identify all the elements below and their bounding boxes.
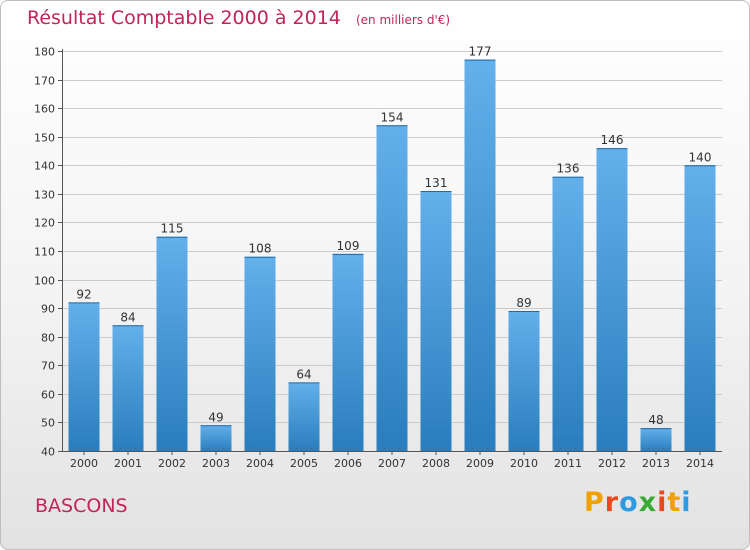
logo-letter: x bbox=[638, 487, 658, 518]
x-tick-label: 2009 bbox=[466, 457, 494, 470]
x-tick-label: 2011 bbox=[554, 457, 582, 470]
bar bbox=[684, 165, 716, 452]
bar bbox=[288, 382, 320, 451]
x-tick-label: 2005 bbox=[290, 457, 318, 470]
x-tick-label: 2013 bbox=[642, 457, 670, 470]
bar-value-label: 136 bbox=[557, 162, 580, 176]
bar bbox=[640, 428, 672, 451]
y-tick-label: 120 bbox=[34, 217, 55, 230]
logo-letter: i bbox=[681, 487, 692, 518]
y-tick-label: 180 bbox=[34, 46, 55, 59]
logo-letter: r bbox=[604, 487, 620, 518]
x-tick-label: 2002 bbox=[158, 457, 186, 470]
y-tick-label: 170 bbox=[34, 75, 55, 88]
x-tick-label: 2008 bbox=[422, 457, 450, 470]
bar bbox=[200, 425, 232, 451]
x-tick-label: 2003 bbox=[202, 457, 230, 470]
y-tick-label: 50 bbox=[41, 417, 55, 430]
logo-letter: o bbox=[619, 487, 639, 518]
bar bbox=[332, 253, 364, 451]
bar-value-label: 154 bbox=[381, 110, 404, 124]
y-tick-label: 60 bbox=[41, 389, 55, 402]
bar-value-label: 64 bbox=[296, 367, 311, 381]
x-tick-label: 2014 bbox=[686, 457, 714, 470]
bar-value-label: 92 bbox=[76, 287, 91, 301]
y-tick-label: 110 bbox=[34, 246, 55, 259]
bar-value-label: 108 bbox=[249, 242, 272, 256]
bar bbox=[376, 125, 408, 452]
title-row: Résultat Comptable 2000 à 2014 (en milli… bbox=[27, 7, 450, 29]
bar bbox=[112, 325, 144, 451]
x-tick-label: 2007 bbox=[378, 457, 406, 470]
x-tick-label: 2006 bbox=[334, 457, 362, 470]
bar bbox=[156, 236, 188, 451]
bar-value-label: 177 bbox=[469, 45, 492, 59]
bar bbox=[420, 191, 452, 451]
commune-name: BASCONS bbox=[35, 495, 128, 517]
x-tick-label: 2004 bbox=[246, 457, 274, 470]
proxiti-logo[interactable]: Proxiti bbox=[584, 487, 692, 518]
y-tick-label: 130 bbox=[34, 189, 55, 202]
y-tick-label: 140 bbox=[34, 160, 55, 173]
bar-value-label: 140 bbox=[689, 150, 712, 164]
bar-value-label: 48 bbox=[648, 413, 663, 427]
logo-letter: t bbox=[667, 487, 682, 518]
bar-value-label: 84 bbox=[120, 310, 135, 324]
y-tick-label: 100 bbox=[34, 275, 55, 288]
chart-title: Résultat Comptable 2000 à 2014 bbox=[27, 7, 341, 29]
x-tick-label: 2001 bbox=[114, 457, 142, 470]
x-tick-label: 2000 bbox=[70, 457, 98, 470]
y-tick-label: 80 bbox=[41, 332, 55, 345]
bar bbox=[552, 176, 584, 451]
y-tick-label: 150 bbox=[34, 132, 55, 145]
bar-value-label: 115 bbox=[161, 222, 184, 236]
bar-value-label: 89 bbox=[516, 296, 531, 310]
axis-layer: 40 50 60 70 80 90 100 110 120 130 140 150 160 170 180 2… bbox=[34, 46, 722, 470]
bar bbox=[68, 302, 100, 451]
x-tick-label: 2010 bbox=[510, 457, 538, 470]
bar bbox=[508, 311, 540, 451]
bar-layer bbox=[68, 59, 716, 452]
x-tick-label: 2012 bbox=[598, 457, 626, 470]
logo-letter: i bbox=[657, 487, 668, 518]
y-tick-label: 70 bbox=[41, 360, 55, 373]
bar-value-label: 109 bbox=[337, 239, 360, 253]
y-tick-label: 160 bbox=[34, 103, 55, 116]
bar bbox=[244, 256, 276, 451]
bar-value-label: 131 bbox=[425, 176, 448, 190]
bar bbox=[596, 148, 628, 451]
logo-letter: P bbox=[584, 487, 605, 518]
chart-subtitle: (en milliers d'€) bbox=[355, 13, 451, 27]
bar-value-label: 146 bbox=[601, 133, 624, 147]
bar bbox=[464, 59, 496, 451]
y-tick-label: 40 bbox=[41, 446, 55, 459]
label-layer: 92 84 115 49 108 64 109 154 131 177 89 136 146 48 140 bbox=[76, 45, 711, 428]
bar-value-label: 49 bbox=[208, 410, 223, 424]
y-tick-label: 90 bbox=[41, 303, 55, 316]
